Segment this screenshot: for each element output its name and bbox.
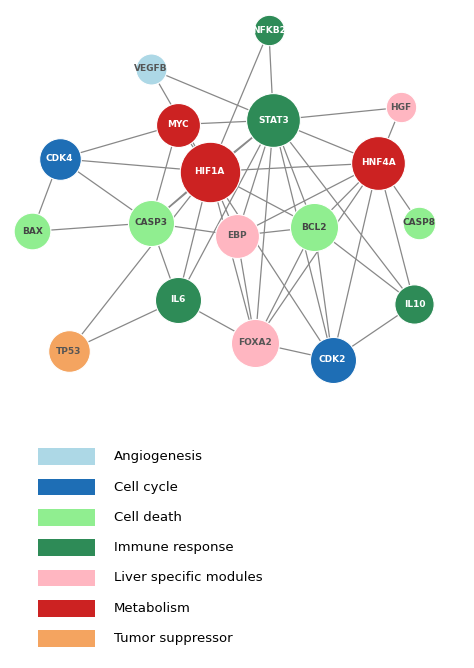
Text: FOXA2: FOXA2 xyxy=(238,338,272,347)
Point xyxy=(374,158,382,168)
FancyBboxPatch shape xyxy=(38,448,95,465)
Point xyxy=(174,295,182,305)
Text: Immune response: Immune response xyxy=(114,541,233,554)
FancyBboxPatch shape xyxy=(38,630,95,647)
Text: Cell death: Cell death xyxy=(114,511,182,524)
Point xyxy=(65,346,73,357)
Point xyxy=(251,337,259,348)
Point xyxy=(56,154,64,164)
Point xyxy=(265,25,273,36)
Point xyxy=(415,218,423,228)
Text: HNF4A: HNF4A xyxy=(361,158,395,168)
Text: HGF: HGF xyxy=(390,103,411,112)
Text: CDK2: CDK2 xyxy=(319,355,346,364)
Point xyxy=(28,226,36,236)
Point xyxy=(329,354,337,365)
Point xyxy=(206,166,213,177)
Text: CDK4: CDK4 xyxy=(46,154,73,163)
Point xyxy=(174,119,182,130)
Text: CASP3: CASP3 xyxy=(134,218,167,227)
Text: Angiogenesis: Angiogenesis xyxy=(114,450,203,464)
Point xyxy=(397,102,405,113)
Text: Metabolism: Metabolism xyxy=(114,602,191,615)
FancyBboxPatch shape xyxy=(38,600,95,617)
Text: IL10: IL10 xyxy=(404,299,425,309)
Text: BCL2: BCL2 xyxy=(301,222,327,232)
Text: EBP: EBP xyxy=(227,231,247,240)
Text: Liver specific modules: Liver specific modules xyxy=(114,571,263,584)
Text: MYC: MYC xyxy=(167,120,189,129)
Text: BAX: BAX xyxy=(22,227,43,236)
Text: TP53: TP53 xyxy=(56,347,82,355)
FancyBboxPatch shape xyxy=(38,479,95,496)
FancyBboxPatch shape xyxy=(38,509,95,526)
Point xyxy=(147,218,155,228)
Point xyxy=(410,299,418,309)
FancyBboxPatch shape xyxy=(38,570,95,587)
FancyBboxPatch shape xyxy=(38,539,95,556)
Point xyxy=(233,230,241,241)
Text: CASP8: CASP8 xyxy=(402,218,436,227)
Text: IL6: IL6 xyxy=(170,295,185,305)
Point xyxy=(310,222,318,232)
Point xyxy=(147,63,155,74)
Text: NFKB2: NFKB2 xyxy=(252,26,286,35)
Text: HIF1A: HIF1A xyxy=(194,167,225,176)
Text: Tumor suppressor: Tumor suppressor xyxy=(114,632,232,645)
Text: STAT3: STAT3 xyxy=(258,116,289,125)
Point xyxy=(270,115,277,126)
Text: Cell cycle: Cell cycle xyxy=(114,480,178,494)
Text: VEGFB: VEGFB xyxy=(134,64,167,73)
